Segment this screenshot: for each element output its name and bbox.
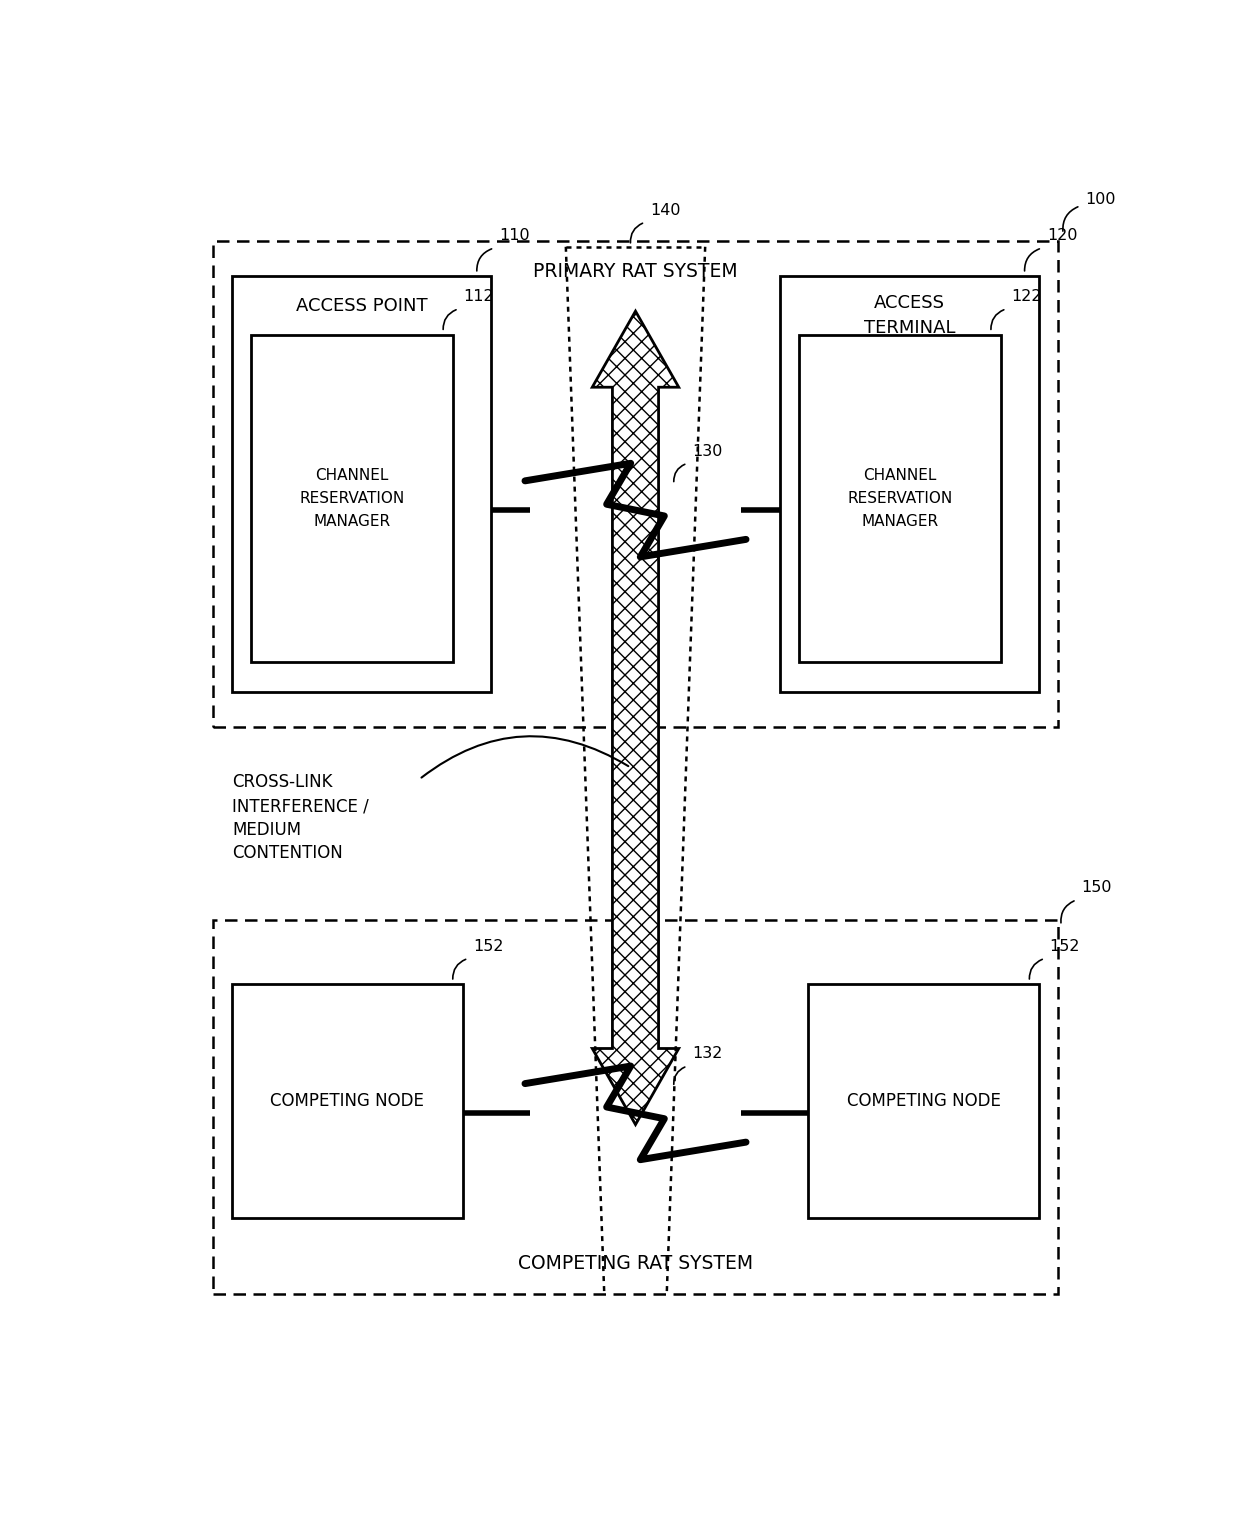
Bar bbox=[213, 242, 1058, 727]
Text: 130: 130 bbox=[692, 444, 723, 459]
Text: 110: 110 bbox=[498, 228, 529, 243]
Text: CHANNEL
RESERVATION
MANAGER: CHANNEL RESERVATION MANAGER bbox=[847, 468, 952, 529]
Bar bbox=[808, 983, 1039, 1218]
Text: 112: 112 bbox=[464, 289, 494, 304]
Text: 152: 152 bbox=[1050, 939, 1080, 953]
Text: 152: 152 bbox=[474, 939, 503, 953]
Text: COMPETING NODE: COMPETING NODE bbox=[270, 1093, 424, 1110]
Bar bbox=[250, 334, 453, 663]
Text: 100: 100 bbox=[1085, 192, 1116, 207]
Bar bbox=[799, 334, 1001, 663]
Text: COMPETING RAT SYSTEM: COMPETING RAT SYSTEM bbox=[518, 1254, 753, 1274]
Bar bbox=[780, 277, 1039, 692]
Text: ACCESS
TERMINAL: ACCESS TERMINAL bbox=[863, 293, 955, 336]
Text: COMPETING NODE: COMPETING NODE bbox=[847, 1093, 1001, 1110]
Text: PRIMARY RAT SYSTEM: PRIMARY RAT SYSTEM bbox=[533, 261, 738, 281]
Bar bbox=[213, 920, 1058, 1295]
Text: CHANNEL
RESERVATION
MANAGER: CHANNEL RESERVATION MANAGER bbox=[299, 468, 404, 529]
Text: 120: 120 bbox=[1047, 228, 1078, 243]
Bar bbox=[232, 277, 491, 692]
Polygon shape bbox=[593, 312, 678, 1125]
Bar bbox=[232, 983, 463, 1218]
Text: 132: 132 bbox=[692, 1046, 723, 1061]
Text: 140: 140 bbox=[650, 202, 681, 217]
Text: ACCESS POINT: ACCESS POINT bbox=[296, 296, 428, 315]
Text: CROSS-LINK
INTERFERENCE /
MEDIUM
CONTENTION: CROSS-LINK INTERFERENCE / MEDIUM CONTENT… bbox=[232, 774, 368, 862]
Text: 150: 150 bbox=[1081, 880, 1112, 895]
Text: 122: 122 bbox=[1012, 289, 1042, 304]
